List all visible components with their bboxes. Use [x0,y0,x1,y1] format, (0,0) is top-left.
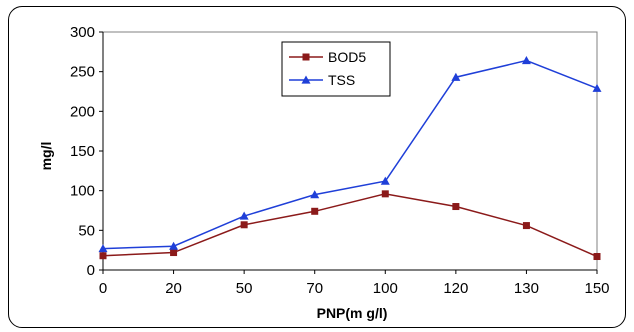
data-point-bod5 [593,253,601,261]
data-point-tss [451,72,461,81]
data-point-bod5 [170,249,178,257]
x-tick-label: 50 [236,280,253,297]
data-point-tss [521,56,531,65]
x-tick-label: 20 [165,280,182,297]
x-tick-label: 120 [443,280,468,297]
data-point-tss [592,83,602,92]
data-point-tss [310,190,320,199]
legend-marker-bod5 [302,53,310,61]
x-tick-label: 70 [306,280,323,297]
data-point-tss [239,211,249,220]
data-point-bod5 [240,221,248,229]
y-tick-label: 0 [87,262,95,279]
y-axis-title: mg/l [38,142,54,171]
y-tick-label: 150 [70,143,95,160]
data-point-tss [380,176,390,185]
data-point-tss [98,244,108,253]
x-tick-label: 130 [514,280,539,297]
legend-label-bod5: BOD5 [328,49,366,65]
x-tick-label: 150 [584,280,609,297]
series-line-bod5 [102,193,598,258]
data-point-bod5 [381,190,389,198]
y-tick-label: 100 [70,183,95,200]
legend-label-tss: TSS [328,72,355,88]
legend: BOD5 TSS [281,41,391,97]
x-axis-ticks: 0 20 50 70 100 120 130 150 [99,270,610,297]
y-tick-label: 50 [78,222,95,239]
y-tick-label: 300 [70,24,95,41]
data-point-bod5 [452,203,460,211]
legend-marker-tss [301,75,311,84]
y-tick-label: 250 [70,64,95,81]
series-bod5 [99,190,601,261]
data-point-bod5 [99,252,107,260]
y-tick-label: 200 [70,103,95,120]
x-axis-title: PNP(m g/l) [317,305,388,321]
y-axis-ticks: 0 50 100 150 200 250 300 [70,24,103,279]
series-tss [98,56,602,253]
data-point-bod5 [522,222,530,230]
data-point-tss [169,241,179,250]
series-line-tss [102,59,598,250]
data-point-bod5 [311,207,319,215]
x-tick-label: 100 [373,280,398,297]
legend-box [281,41,391,97]
x-tick-label: 0 [99,280,107,297]
series-layer [98,56,602,261]
